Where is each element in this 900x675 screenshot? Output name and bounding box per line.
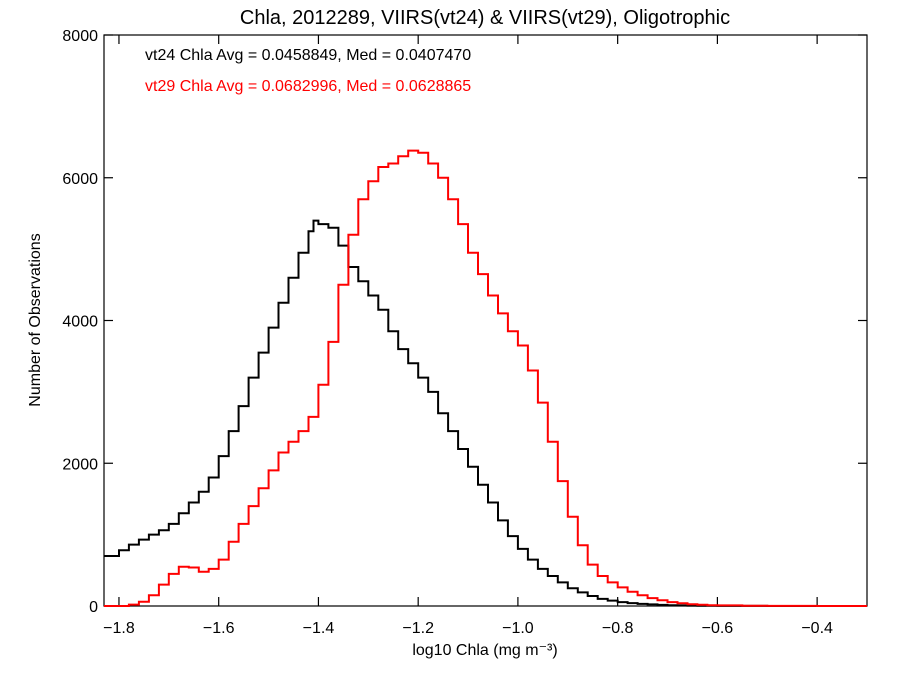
x-tick-label: −0.6 [702,620,734,637]
vt24-stats-annotation: vt24 Chla Avg = 0.0458849, Med = 0.04074… [145,47,471,64]
vt29-stats-annotation: vt29 Chla Avg = 0.0682996, Med = 0.06288… [145,78,471,95]
x-tick-label: −1.2 [402,620,434,637]
y-axis-label: Number of Observations [27,233,44,406]
series-vt24-line [104,219,867,607]
x-tick-label: −1.6 [203,620,235,637]
y-tick-label: 0 [89,599,98,616]
plot-frame [103,34,868,607]
x-tick-label: −1.0 [502,620,534,637]
series-vt29-line [104,149,867,607]
x-tick-label: −1.4 [303,620,335,637]
x-tick-label: −0.4 [801,620,833,637]
x-axis-label: log10 Chla (mg m⁻³) [412,642,557,659]
x-tick-label: −0.8 [602,620,634,637]
y-tick-label: 6000 [62,171,98,188]
y-tick-label: 8000 [62,28,98,45]
y-tick-label: 4000 [62,314,98,331]
chart-title: Chla, 2012289, VIIRS(vt24) & VIIRS(vt29)… [240,7,730,29]
x-tick-label: −1.8 [103,620,135,637]
y-tick-label: 2000 [62,456,98,473]
